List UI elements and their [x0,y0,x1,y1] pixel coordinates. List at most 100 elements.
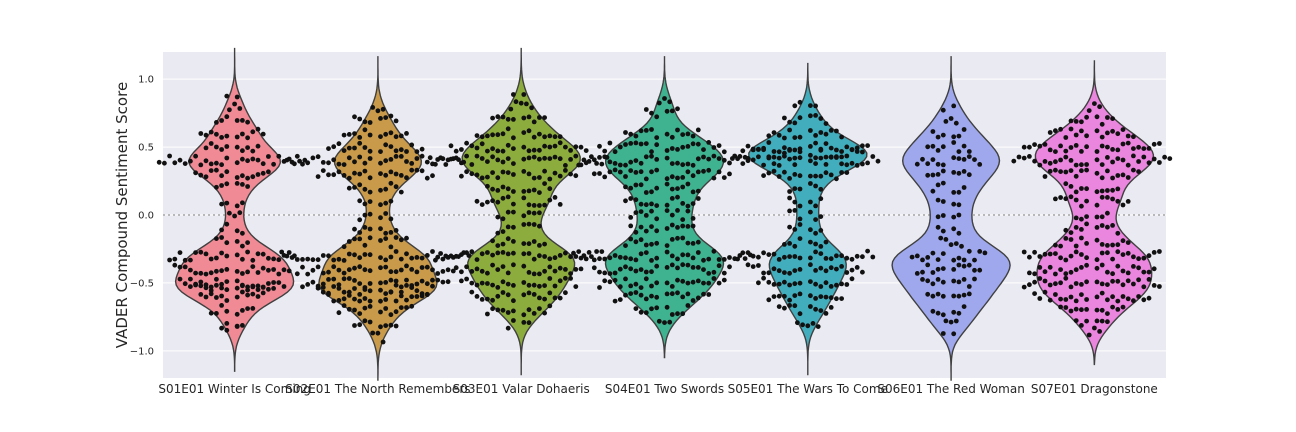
swarm-point [240,200,245,206]
swarm-point [315,154,321,160]
swarm-point [685,131,691,137]
swarm-point [485,250,490,255]
swarm-point [495,267,501,272]
swarm-point [727,171,732,177]
swarm-point [638,251,644,257]
swarm-point [289,159,295,165]
swarm-point [227,210,232,216]
swarm-point [792,268,798,273]
swarm-point [469,171,475,177]
swarm-point [695,188,701,194]
swarm-point [505,194,511,200]
swarm-point [464,264,469,270]
swarm-point [419,293,425,299]
swarm-point [797,291,803,297]
swarm-point [234,269,240,274]
swarm-point [959,243,964,249]
swarm-point [500,250,506,255]
swarm-point [1110,187,1115,193]
swarm-point [240,148,245,154]
swarm-point [485,296,490,302]
swarm-point [357,154,363,160]
swarm-point [654,185,660,191]
swarm-point [357,311,363,316]
swarm-point [250,156,256,162]
swarm-point [1058,169,1063,175]
swarm-point [797,115,803,121]
swarm-point [526,210,532,215]
swarm-point [834,176,839,182]
swarm-point [643,228,649,234]
swarm-point [797,236,803,242]
swarm-point [787,119,792,125]
swarm-point [771,282,777,287]
swarm-point [537,253,542,259]
swarm-point [1084,214,1089,220]
swarm-point [563,163,568,168]
swarm-point [214,236,219,242]
swarm-point [664,202,670,208]
swarm-point [198,172,204,178]
swarm-point [1120,282,1126,288]
swarm-point [956,310,962,316]
swarm-point [234,252,240,258]
swarm-point [706,167,712,173]
swarm-point [1063,154,1069,160]
swarm-point [193,170,199,176]
swarm-point [828,256,834,262]
swarm-point [505,281,511,287]
swarm-point [860,161,865,167]
swarm-point [1073,143,1079,148]
swarm-point [1094,318,1100,324]
swarm-point [341,132,347,138]
swarm-point [612,298,618,304]
swarm-point [800,322,805,328]
swarm-point [706,140,712,145]
swarm-point [649,224,654,230]
swarm-point [214,144,219,150]
swarm-point [357,116,363,122]
swarm-point [586,250,592,255]
swarm-point [224,267,230,272]
swarm-point [1084,114,1089,120]
swarm-point [685,224,691,229]
swarm-point [547,303,553,309]
swarm-point [404,235,409,241]
swarm-point [198,131,204,136]
swarm-point [701,168,706,174]
swarm-point [930,143,936,149]
swarm-point [617,297,623,302]
swarm-point [526,282,532,288]
swarm-point [1105,115,1110,120]
swarm-point [511,224,516,230]
swarm-point [563,275,568,281]
swarm-point [643,176,649,182]
swarm-point [378,149,383,155]
swarm-point [1120,202,1126,208]
swarm-point [711,175,717,181]
swarm-point [1032,142,1037,148]
swarm-point [966,291,972,297]
swarm-point [792,103,798,109]
swarm-point [818,251,824,256]
swarm-point [1097,329,1102,334]
swarm-point [935,197,941,203]
swarm-point [521,92,527,97]
swarm-point [557,202,563,207]
swarm-point [511,250,516,256]
swarm-point [326,292,331,297]
swarm-point [854,149,860,154]
swarm-point [771,168,777,174]
swarm-point [1027,144,1032,150]
swarm-point [638,224,644,230]
swarm-point [409,142,415,148]
swarm-point [808,158,813,164]
swarm-point [1115,186,1121,192]
swarm-point [1058,296,1063,302]
swarm-point [1063,236,1069,241]
swarm-point [370,105,376,110]
swarm-point [260,131,266,137]
swarm-point [568,276,573,281]
swarm-point [623,184,628,190]
swarm-point [568,148,573,153]
